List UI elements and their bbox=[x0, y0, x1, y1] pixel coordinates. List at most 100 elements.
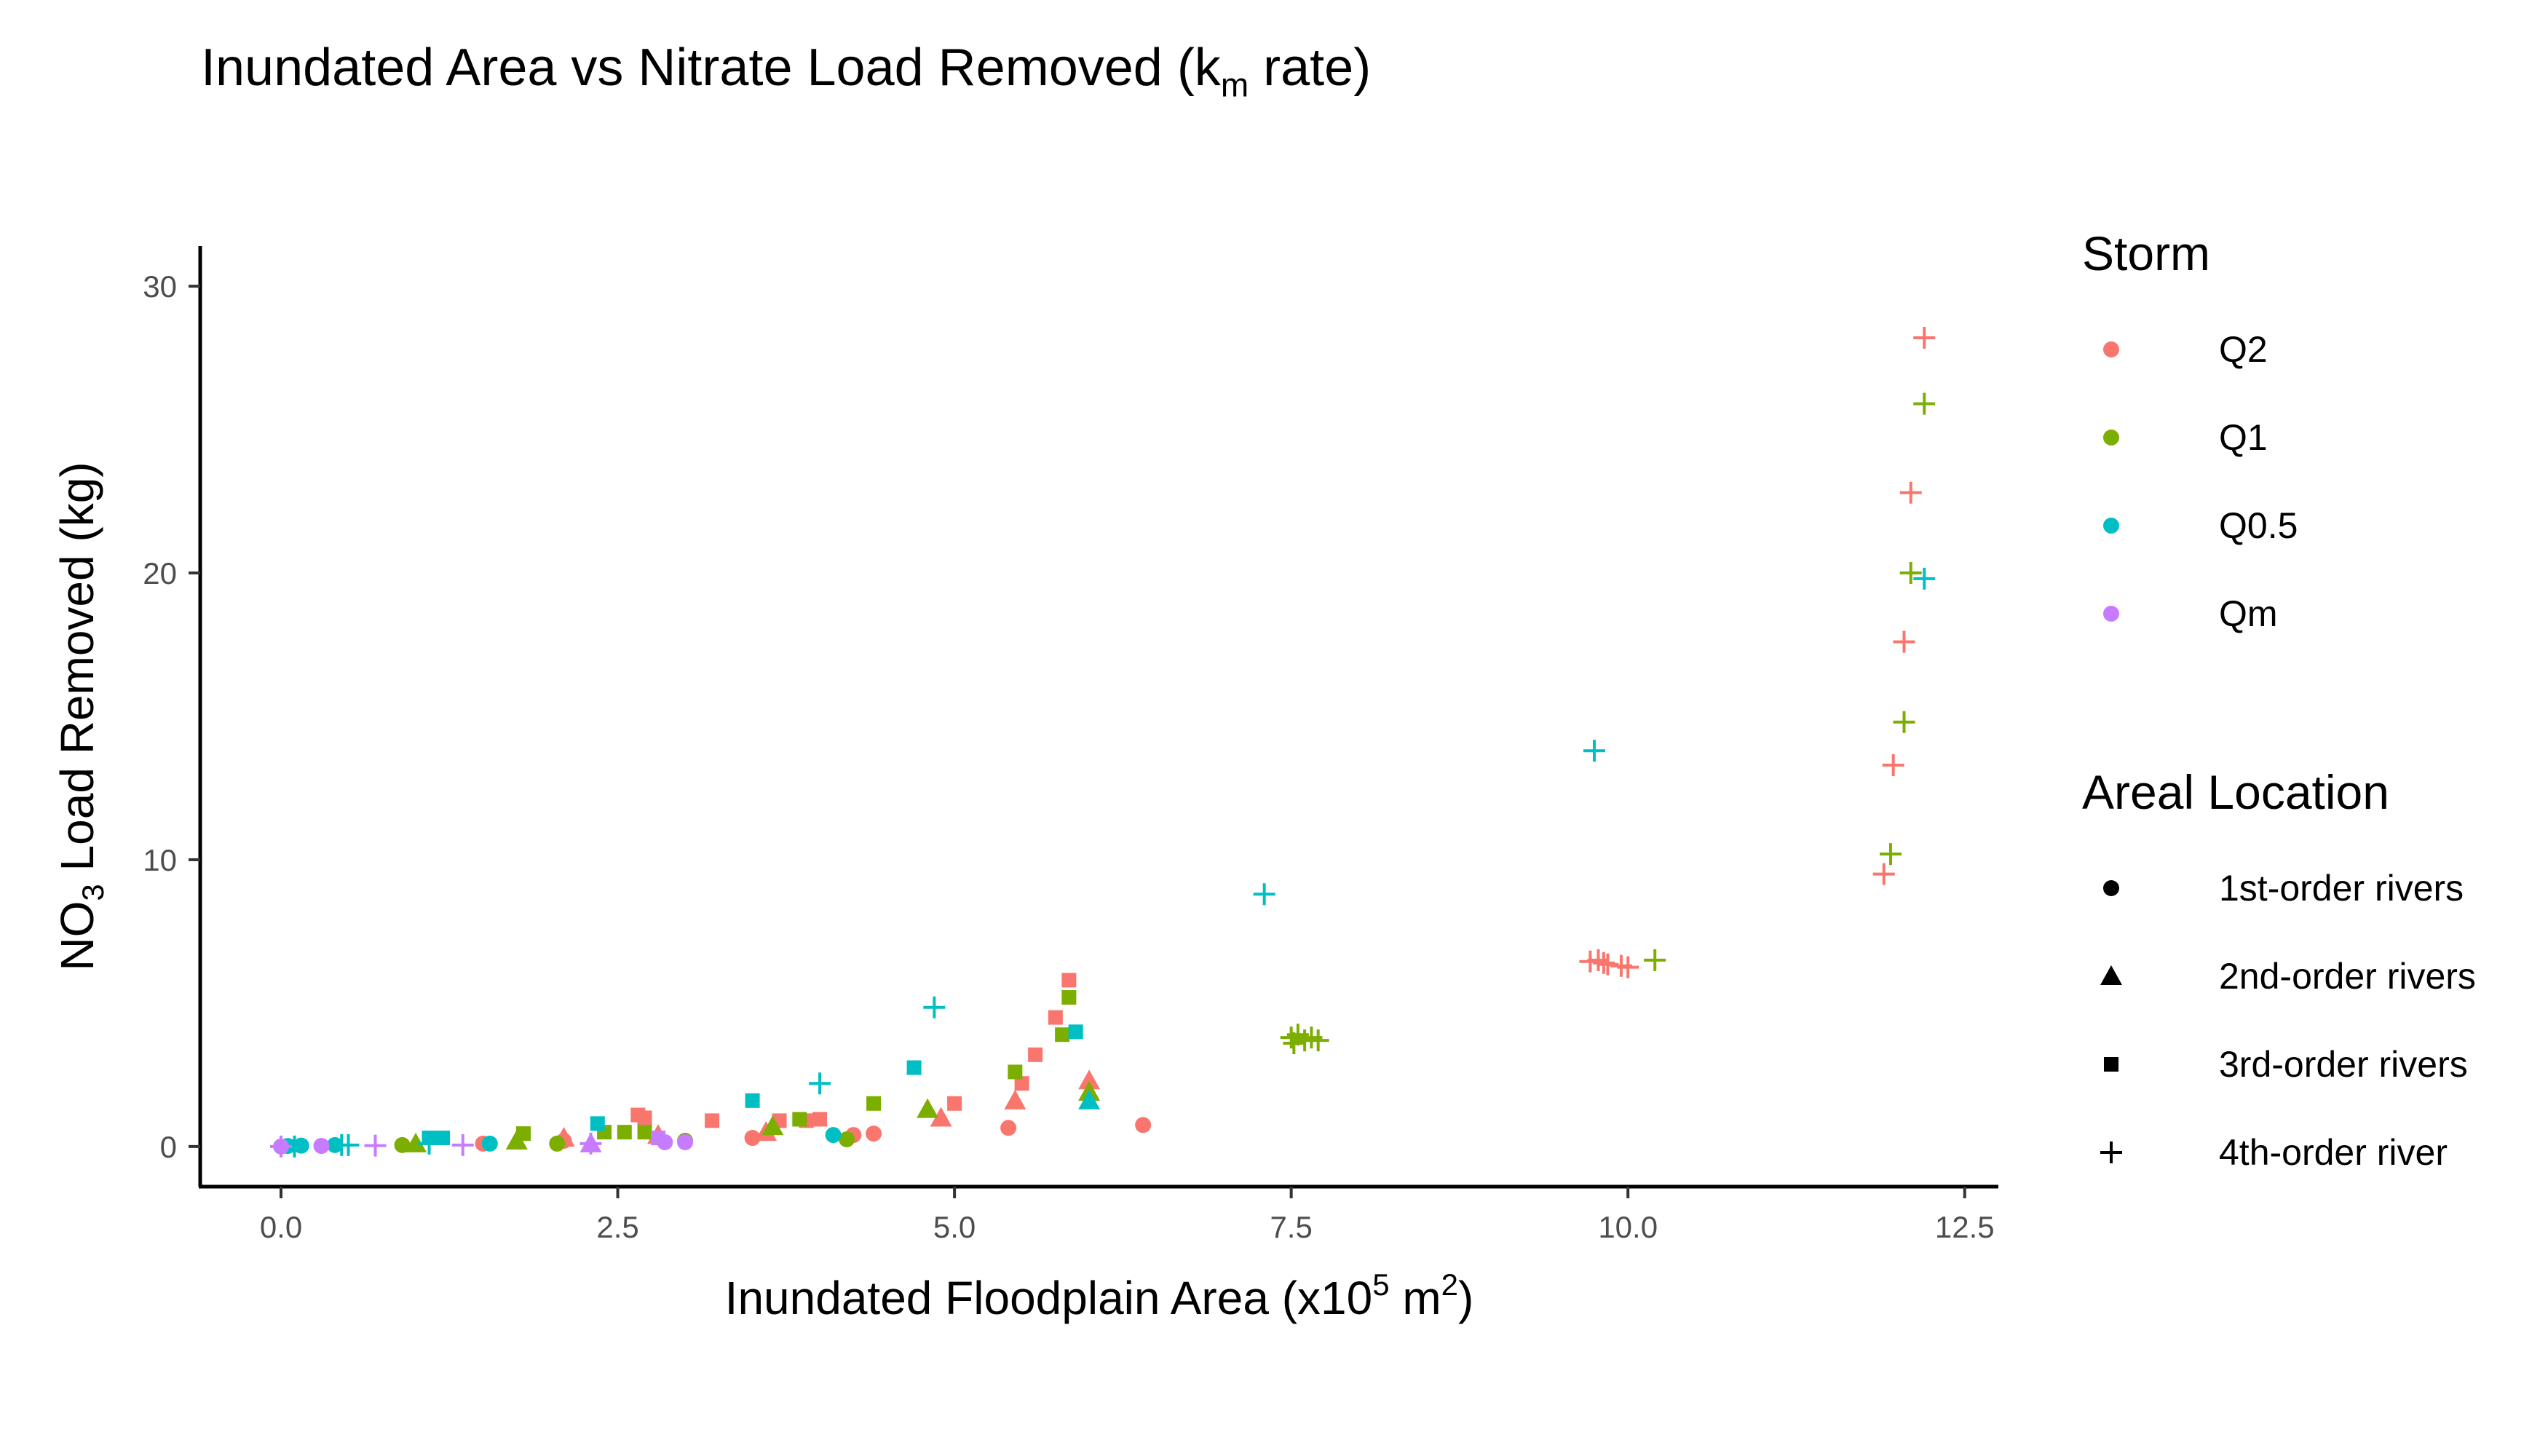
point-q2-plus bbox=[1893, 630, 1915, 653]
y-axis-ticks: 0 10 20 30 bbox=[143, 269, 200, 1164]
chart-title-subscript: m bbox=[1220, 66, 1249, 104]
y-tick-label: 0 bbox=[160, 1130, 177, 1164]
y-tick-label: 30 bbox=[143, 269, 177, 304]
point-qm-plus bbox=[270, 1135, 293, 1158]
storm-legend-item-key bbox=[2089, 416, 2133, 459]
x-axis-title-mid: m bbox=[1390, 1272, 1441, 1324]
point-q0-5-plus bbox=[1913, 567, 1936, 590]
storm-legend-item-label: Qm bbox=[2219, 593, 2278, 634]
point-q2-plus bbox=[1617, 956, 1639, 978]
location-legend-item-label: 2nd-order rivers bbox=[2219, 956, 2476, 997]
point-q0-5-plus bbox=[337, 1133, 360, 1156]
point-qm-circle bbox=[677, 1133, 694, 1150]
location-legend-glyph bbox=[2100, 965, 2122, 985]
point-q2-plus bbox=[1899, 481, 1922, 504]
y-tick-label: 20 bbox=[143, 556, 177, 590]
point-q2-square bbox=[1061, 973, 1077, 988]
y-tick-label: 10 bbox=[143, 843, 177, 877]
point-q0-5-plus bbox=[1583, 740, 1605, 762]
point-q2-square bbox=[812, 1112, 828, 1127]
point-q1-square bbox=[617, 1125, 632, 1140]
location-legend-item-key bbox=[2089, 1131, 2133, 1174]
location-legend-item-3rd-order-rivers: 3rd-order rivers bbox=[2089, 1035, 2468, 1093]
point-q0-5-circle bbox=[825, 1127, 842, 1144]
chart-title-text: Inundated Area vs Nitrate Load Removed (… bbox=[201, 39, 1221, 97]
point-q2-square bbox=[947, 1096, 962, 1111]
location-legend-glyph-glyph bbox=[2100, 1142, 2122, 1163]
point-q1-square bbox=[1055, 1027, 1070, 1042]
point-q1-plus bbox=[1899, 562, 1922, 585]
y-axis-title-tail: Load Removed (kg) bbox=[51, 462, 103, 884]
point-q0-5-plus bbox=[809, 1072, 831, 1095]
point-q1-circle bbox=[839, 1131, 855, 1148]
point-q2-square bbox=[1014, 1076, 1029, 1091]
storm-legend-swatch-glyph bbox=[2103, 341, 2119, 357]
point-q2-circle bbox=[866, 1125, 882, 1142]
storm-legend-swatch bbox=[2103, 518, 2119, 534]
location-legend-item-label: 1st-order rivers bbox=[2219, 868, 2464, 909]
point-q1-square bbox=[792, 1112, 807, 1127]
point-q2-triangle bbox=[1078, 1069, 1101, 1090]
point-qm-plus bbox=[451, 1133, 474, 1156]
point-q1-plus bbox=[1644, 949, 1666, 971]
storm-legend-item-label: Q0.5 bbox=[2219, 505, 2298, 546]
storm-legend-item-key bbox=[2089, 328, 2133, 371]
point-q0-5-plus bbox=[1253, 883, 1275, 906]
x-axis-title: Inundated Floodplain Area (x105 m2) bbox=[725, 1267, 1474, 1324]
y-axis-title-sub: 3 bbox=[76, 884, 110, 901]
point-q1-plus bbox=[1893, 711, 1915, 733]
point-q0-5-triangle bbox=[1078, 1089, 1101, 1109]
point-q2-triangle bbox=[930, 1107, 952, 1127]
data-points bbox=[270, 327, 1936, 1158]
storm-legend-item-q0-5: Q0.5 bbox=[2089, 496, 2298, 555]
point-q2-plus bbox=[1913, 327, 1936, 349]
point-q2-square bbox=[705, 1113, 720, 1128]
point-qm-square bbox=[651, 1131, 666, 1146]
point-q0-5-circle bbox=[481, 1135, 498, 1152]
point-q0-5-plus bbox=[923, 996, 946, 1018]
point-q1-triangle bbox=[761, 1115, 784, 1136]
point-q1-triangle bbox=[405, 1132, 427, 1152]
point-q2-circle bbox=[1135, 1117, 1152, 1133]
point-q1-square bbox=[1061, 990, 1077, 1005]
location-legend-glyph bbox=[2104, 1057, 2118, 1072]
chart-title: Inundated Area vs Nitrate Load Removed (… bbox=[201, 38, 1371, 104]
point-q1-plus bbox=[1307, 1029, 1329, 1052]
y-axis-title-text: NO bbox=[51, 901, 103, 971]
point-q1-square bbox=[516, 1126, 531, 1142]
location-legend-item-key bbox=[2089, 954, 2133, 998]
point-q0-5-square bbox=[745, 1093, 760, 1108]
location-legend-glyph bbox=[2103, 880, 2119, 896]
storm-legend-item-label: Q2 bbox=[2219, 329, 2268, 370]
storm-legend-item-key bbox=[2089, 592, 2133, 636]
storm-legend-swatch bbox=[2103, 341, 2119, 357]
y-axis-title: NO3 Load Removed (kg) bbox=[51, 462, 110, 970]
storm-legend-swatch-glyph bbox=[2103, 430, 2119, 446]
point-q2-square bbox=[1048, 1010, 1063, 1025]
point-q2-circle bbox=[744, 1130, 761, 1147]
storm-legend-item-label: Q1 bbox=[2219, 417, 2268, 458]
point-q1-circle bbox=[549, 1135, 566, 1152]
point-q2-square bbox=[637, 1110, 652, 1125]
location-legend-glyph-glyph bbox=[2104, 1057, 2118, 1072]
point-q2-square bbox=[1028, 1047, 1043, 1062]
storm-legend-swatch-glyph bbox=[2103, 518, 2119, 534]
point-q1-triangle bbox=[917, 1098, 939, 1118]
point-q1-square bbox=[637, 1125, 652, 1140]
x-axis-ticks: 0.0 2.5 5.0 7.5 10.0 12.5 bbox=[260, 1187, 1995, 1244]
point-q1-square bbox=[1008, 1064, 1023, 1080]
x-axis-title-text: Inundated Floodplain Area (x10 bbox=[725, 1272, 1373, 1324]
point-q0-5-square bbox=[1068, 1024, 1083, 1040]
location-legend-glyph-glyph bbox=[2103, 880, 2119, 896]
storm-legend-swatch bbox=[2103, 430, 2119, 446]
location-legend-item-key bbox=[2089, 1042, 2133, 1086]
point-q1-plus bbox=[1913, 392, 1936, 415]
point-q2-triangle bbox=[1004, 1089, 1026, 1109]
storm-legend-item-q2: Q2 bbox=[2089, 320, 2268, 379]
point-q0-5-square bbox=[435, 1131, 451, 1146]
point-q1-square bbox=[866, 1096, 882, 1111]
location-legend-item-key bbox=[2089, 866, 2133, 910]
location-legend-item-label: 3rd-order rivers bbox=[2219, 1044, 2468, 1085]
point-q2-plus bbox=[1882, 753, 1904, 776]
